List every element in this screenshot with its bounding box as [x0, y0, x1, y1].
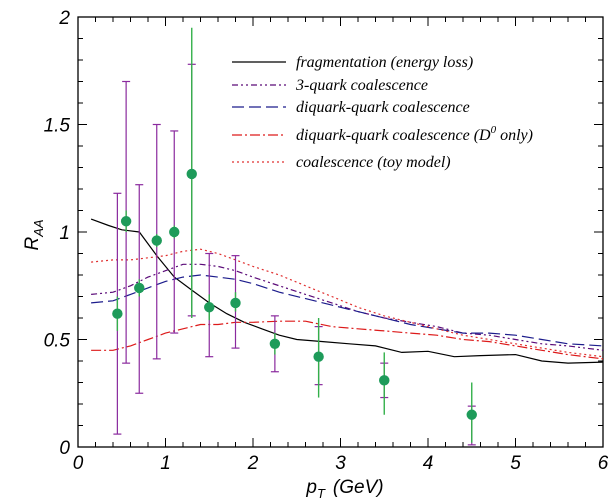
legend-label-5: coalescence (toy model) [296, 154, 451, 171]
curves [91, 219, 603, 363]
y-axis-title-subscript: AA [31, 219, 46, 237]
x-tick-label: 0 [73, 453, 84, 474]
legend: fragmentation (energy loss) 3-quark coale… [232, 54, 533, 171]
data-point [112, 309, 122, 319]
y-tick-label: 0 [59, 438, 70, 459]
legend-label-2: 3-quark coalescence [295, 77, 428, 94]
x-axis-title-unit: (GeV) [333, 477, 384, 498]
series-line-3 [91, 275, 603, 346]
data-point [134, 283, 144, 293]
data-point [169, 227, 179, 237]
x-tick-label: 4 [423, 453, 434, 474]
x-tick-label: 5 [510, 453, 521, 474]
legend-label-3: diquark-quark coalescence [296, 99, 470, 116]
y-tick-label: 1.5 [44, 116, 71, 137]
data-point [121, 216, 131, 226]
data-point [204, 302, 214, 312]
data-point [467, 410, 477, 420]
data-point [230, 298, 240, 308]
x-axis-title-subscript: T [317, 486, 326, 501]
series-line-5 [91, 249, 603, 357]
legend-label-4: diquark-quark coalescence (D0 only) [296, 124, 533, 144]
data-point [187, 169, 197, 179]
y-axis-title: RAA [22, 219, 46, 250]
series-line-1 [91, 219, 603, 363]
data-point [270, 339, 280, 349]
x-tick-label: 2 [247, 453, 259, 474]
y-tick-label: 0.5 [44, 331, 71, 352]
y-tick-label: 1 [59, 223, 70, 244]
data-point [152, 235, 162, 245]
legend-label-1: fragmentation (energy loss) [296, 54, 473, 71]
y-tick-label: 2 [58, 8, 70, 29]
x-axis-title: pT (GeV) [305, 477, 383, 501]
x-tick-label: 3 [335, 453, 346, 474]
data-point [313, 352, 323, 362]
x-tick-label: 1 [160, 453, 171, 474]
data-point [379, 375, 389, 385]
series-line-4 [91, 321, 603, 359]
x-tick-label: 6 [598, 453, 608, 474]
